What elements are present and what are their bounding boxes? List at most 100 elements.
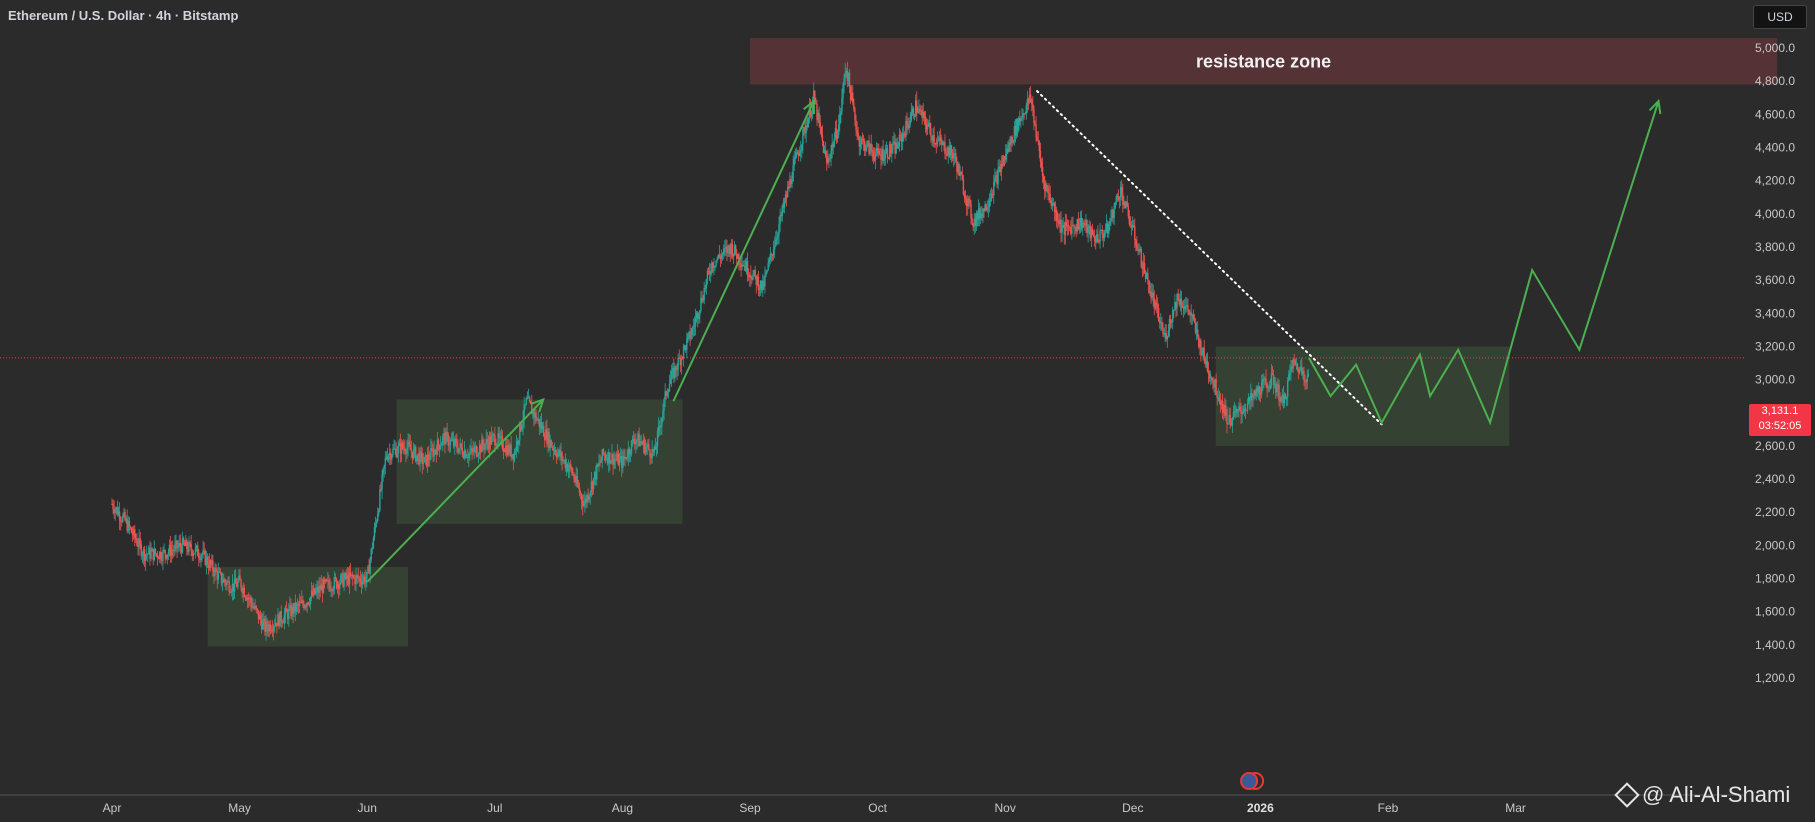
candle-body bbox=[1255, 388, 1257, 396]
candle-body bbox=[219, 571, 222, 573]
candle-body bbox=[413, 446, 416, 449]
candle-body bbox=[550, 439, 552, 448]
candle-body bbox=[254, 605, 256, 609]
candle-body bbox=[824, 150, 827, 156]
candle-body bbox=[937, 140, 940, 142]
currency-button[interactable]: USD bbox=[1753, 5, 1807, 29]
candle-body bbox=[1267, 387, 1269, 389]
candle-body bbox=[182, 538, 185, 544]
candle-body bbox=[1303, 371, 1305, 381]
candle-body bbox=[1097, 234, 1099, 242]
candle-body bbox=[250, 597, 252, 603]
candle-body bbox=[1215, 379, 1217, 395]
candle-body bbox=[1062, 224, 1064, 228]
candle-body bbox=[1102, 234, 1105, 239]
candle-body bbox=[319, 585, 321, 591]
candle-body bbox=[1078, 226, 1081, 230]
candle-body bbox=[771, 254, 774, 256]
candle-body bbox=[1134, 226, 1136, 241]
candle-body bbox=[662, 411, 664, 418]
candle-body bbox=[1013, 125, 1016, 142]
candle-body bbox=[1241, 411, 1243, 415]
candle-body bbox=[701, 297, 703, 302]
candle-body bbox=[1240, 410, 1242, 415]
candle-body bbox=[1125, 201, 1127, 208]
candle-body bbox=[1112, 209, 1114, 218]
candle-body bbox=[1237, 409, 1239, 411]
candle-body bbox=[719, 256, 722, 260]
candle-body bbox=[257, 610, 260, 620]
candle-body bbox=[459, 443, 461, 448]
candle-body bbox=[460, 443, 462, 448]
candle-body bbox=[1293, 359, 1295, 361]
candle-body bbox=[923, 112, 926, 117]
candle-body bbox=[754, 269, 756, 276]
candle-body bbox=[157, 557, 160, 560]
candle-body bbox=[891, 150, 893, 154]
candle-body bbox=[892, 143, 894, 151]
candle-body bbox=[1156, 304, 1159, 308]
candle-body bbox=[882, 149, 884, 161]
candle-body bbox=[564, 459, 567, 469]
candle-body bbox=[1279, 400, 1281, 402]
candle-body bbox=[1060, 219, 1062, 233]
candle-body bbox=[651, 449, 653, 459]
candle-body bbox=[960, 171, 962, 176]
candle-body bbox=[423, 457, 426, 463]
candle-body bbox=[965, 198, 968, 207]
candle-body bbox=[948, 147, 951, 157]
candle-body bbox=[622, 456, 624, 468]
candle-body bbox=[1225, 409, 1227, 416]
candle-body bbox=[535, 412, 537, 421]
candle-body bbox=[378, 510, 380, 514]
candle-body bbox=[686, 338, 688, 351]
candle-body bbox=[596, 464, 598, 480]
candle-body bbox=[847, 73, 850, 81]
candle-body bbox=[631, 438, 634, 441]
candle-body bbox=[807, 118, 810, 128]
candle-body bbox=[356, 575, 358, 577]
candle-body bbox=[1141, 266, 1144, 269]
candle-body bbox=[292, 606, 294, 614]
candle-body bbox=[432, 449, 434, 457]
candle-body bbox=[674, 366, 676, 379]
candle-body bbox=[700, 297, 702, 311]
candle-body bbox=[608, 452, 610, 464]
candle-body bbox=[930, 128, 932, 137]
candle-body bbox=[586, 494, 588, 503]
candle-body bbox=[352, 574, 354, 578]
candle-body bbox=[262, 620, 264, 630]
candle-body bbox=[659, 426, 661, 428]
candle-body bbox=[644, 446, 647, 453]
candle-body bbox=[670, 371, 673, 380]
candle-body bbox=[1029, 94, 1032, 100]
candle-body bbox=[344, 573, 346, 579]
candle-body bbox=[205, 556, 208, 565]
candle-body bbox=[610, 461, 612, 464]
candle-body bbox=[584, 499, 586, 504]
candle-body bbox=[1001, 163, 1004, 166]
candle-body bbox=[640, 441, 642, 443]
candle-body bbox=[1067, 224, 1070, 228]
candle-body bbox=[162, 550, 164, 561]
candle-body bbox=[1117, 197, 1120, 200]
candle-body bbox=[1136, 245, 1138, 251]
candle-body bbox=[295, 604, 298, 612]
arrow-head bbox=[803, 98, 815, 115]
candle-body bbox=[977, 208, 980, 220]
candle-body bbox=[782, 205, 785, 208]
candle-body bbox=[518, 440, 520, 445]
candle-body bbox=[190, 543, 192, 551]
candle-body bbox=[1157, 307, 1160, 322]
candle-body bbox=[1076, 219, 1078, 232]
candle-body bbox=[386, 456, 389, 460]
candle-body bbox=[599, 462, 601, 464]
candle-body bbox=[355, 575, 357, 584]
candle-body bbox=[933, 134, 935, 143]
candle-body bbox=[112, 504, 114, 510]
watermark-text: @ Ali-Al-Shami bbox=[1642, 782, 1791, 807]
candle-body bbox=[741, 264, 743, 268]
candle-body bbox=[348, 572, 351, 585]
candle-body bbox=[1269, 385, 1272, 389]
